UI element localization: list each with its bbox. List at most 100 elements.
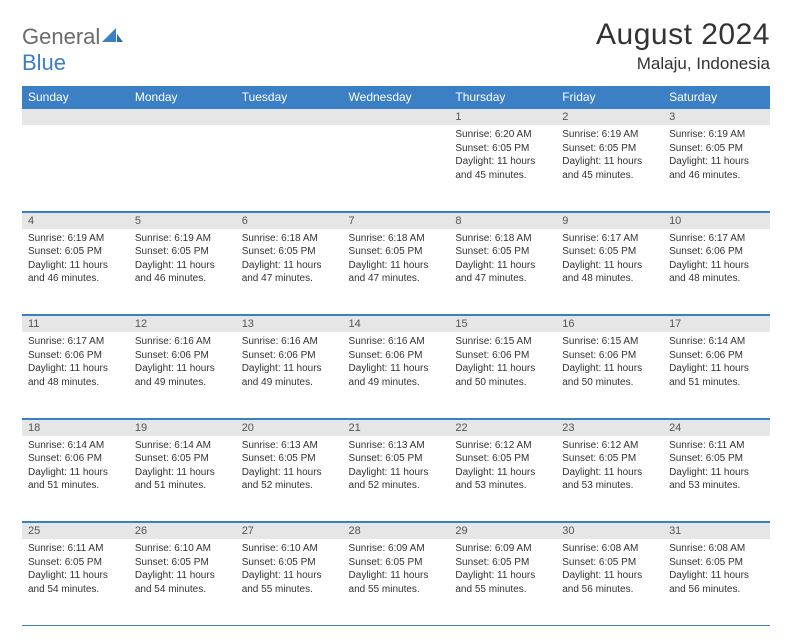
daylight-text: Daylight: 11 hours and 55 minutes.: [349, 569, 444, 596]
sunset-text: Sunset: 6:05 PM: [242, 245, 337, 259]
day-cell: Sunrise: 6:18 AMSunset: 6:05 PMDaylight:…: [449, 229, 556, 290]
daylight-text: Daylight: 11 hours and 47 minutes.: [242, 259, 337, 286]
daylight-text: Daylight: 11 hours and 45 minutes.: [455, 155, 550, 182]
sunrise-text: Sunrise: 6:14 AM: [135, 439, 230, 453]
sunset-text: Sunset: 6:05 PM: [669, 452, 764, 466]
sunset-text: Sunset: 6:06 PM: [669, 245, 764, 259]
sunset-text: Sunset: 6:06 PM: [28, 349, 123, 363]
logo-sail-icon: [102, 24, 124, 50]
sunrise-text: Sunrise: 6:19 AM: [28, 232, 123, 246]
day-cell: Sunrise: 6:13 AMSunset: 6:05 PMDaylight:…: [343, 436, 450, 497]
day-cell: Sunrise: 6:12 AMSunset: 6:05 PMDaylight:…: [449, 436, 556, 497]
logo-text: GeneralBlue: [22, 24, 124, 76]
sunrise-text: Sunrise: 6:17 AM: [28, 335, 123, 349]
sunrise-text: Sunrise: 6:11 AM: [669, 439, 764, 453]
daynum-row: 25262728293031: [22, 522, 770, 540]
day-cell: Sunrise: 6:16 AMSunset: 6:06 PMDaylight:…: [129, 332, 236, 393]
day-cell: Sunrise: 6:19 AMSunset: 6:05 PMDaylight:…: [663, 125, 770, 186]
day-number: 14: [343, 315, 450, 332]
sunrise-text: Sunrise: 6:16 AM: [135, 335, 230, 349]
day-number: 29: [449, 522, 556, 539]
daylight-text: Daylight: 11 hours and 50 minutes.: [562, 362, 657, 389]
day-cell: [236, 125, 343, 132]
daylight-text: Daylight: 11 hours and 48 minutes.: [562, 259, 657, 286]
dh-sun: Sunday: [22, 86, 129, 108]
sunrise-text: Sunrise: 6:17 AM: [562, 232, 657, 246]
day-number: 5: [129, 212, 236, 229]
sunset-text: Sunset: 6:06 PM: [349, 349, 444, 363]
day-number: 4: [22, 212, 129, 229]
day-cell: Sunrise: 6:19 AMSunset: 6:05 PMDaylight:…: [22, 229, 129, 290]
day-number: 21: [343, 419, 450, 436]
day-cell: Sunrise: 6:17 AMSunset: 6:05 PMDaylight:…: [556, 229, 663, 290]
sunset-text: Sunset: 6:05 PM: [28, 556, 123, 570]
day-cell: Sunrise: 6:16 AMSunset: 6:06 PMDaylight:…: [236, 332, 343, 393]
day-cell: Sunrise: 6:16 AMSunset: 6:06 PMDaylight:…: [343, 332, 450, 393]
day-cell: Sunrise: 6:11 AMSunset: 6:05 PMDaylight:…: [663, 436, 770, 497]
day-cell: Sunrise: 6:14 AMSunset: 6:06 PMDaylight:…: [663, 332, 770, 393]
sunrise-text: Sunrise: 6:12 AM: [562, 439, 657, 453]
title-block: August 2024 Malaju, Indonesia: [596, 18, 770, 74]
sunrise-text: Sunrise: 6:08 AM: [562, 542, 657, 556]
sunset-text: Sunset: 6:05 PM: [562, 245, 657, 259]
day-number: 13: [236, 315, 343, 332]
day-number: 22: [449, 419, 556, 436]
sunset-text: Sunset: 6:06 PM: [455, 349, 550, 363]
day-number: 26: [129, 522, 236, 539]
day-number: 17: [663, 315, 770, 332]
daylight-text: Daylight: 11 hours and 56 minutes.: [562, 569, 657, 596]
day-number: 15: [449, 315, 556, 332]
sunrise-text: Sunrise: 6:11 AM: [28, 542, 123, 556]
daylight-text: Daylight: 11 hours and 46 minutes.: [28, 259, 123, 286]
daylight-text: Daylight: 11 hours and 51 minutes.: [669, 362, 764, 389]
day-cell: Sunrise: 6:10 AMSunset: 6:05 PMDaylight:…: [129, 539, 236, 600]
daylight-text: Daylight: 11 hours and 54 minutes.: [135, 569, 230, 596]
sunset-text: Sunset: 6:05 PM: [349, 556, 444, 570]
day-cell: Sunrise: 6:15 AMSunset: 6:06 PMDaylight:…: [556, 332, 663, 393]
day-number: 25: [22, 522, 129, 539]
daynum-row: 45678910: [22, 211, 770, 229]
dh-fri: Friday: [556, 86, 663, 108]
sunrise-text: Sunrise: 6:19 AM: [135, 232, 230, 246]
sunrise-text: Sunrise: 6:19 AM: [669, 128, 764, 142]
day-number: [129, 108, 236, 125]
logo-name1: General: [22, 24, 100, 49]
sunrise-text: Sunrise: 6:19 AM: [562, 128, 657, 142]
calendar-table: Sunday Monday Tuesday Wednesday Thursday…: [22, 86, 770, 626]
sunrise-text: Sunrise: 6:20 AM: [455, 128, 550, 142]
sunrise-text: Sunrise: 6:13 AM: [242, 439, 337, 453]
sunset-text: Sunset: 6:06 PM: [669, 349, 764, 363]
day-cell: Sunrise: 6:17 AMSunset: 6:06 PMDaylight:…: [22, 332, 129, 393]
page-title: August 2024: [596, 18, 770, 52]
sunset-text: Sunset: 6:05 PM: [242, 556, 337, 570]
daylight-text: Daylight: 11 hours and 48 minutes.: [669, 259, 764, 286]
day-cell: Sunrise: 6:12 AMSunset: 6:05 PMDaylight:…: [556, 436, 663, 497]
sunset-text: Sunset: 6:05 PM: [349, 452, 444, 466]
day-cell: Sunrise: 6:19 AMSunset: 6:05 PMDaylight:…: [129, 229, 236, 290]
day-number: 8: [449, 212, 556, 229]
day-cell: Sunrise: 6:14 AMSunset: 6:05 PMDaylight:…: [129, 436, 236, 497]
day-number: 28: [343, 522, 450, 539]
dh-wed: Wednesday: [343, 86, 450, 108]
day-number: 30: [556, 522, 663, 539]
day-number: 23: [556, 419, 663, 436]
sunset-text: Sunset: 6:05 PM: [455, 142, 550, 156]
sunrise-text: Sunrise: 6:16 AM: [349, 335, 444, 349]
sunrise-text: Sunrise: 6:15 AM: [562, 335, 657, 349]
location: Malaju, Indonesia: [596, 54, 770, 74]
week-row: Sunrise: 6:11 AMSunset: 6:05 PMDaylight:…: [22, 539, 770, 625]
daylight-text: Daylight: 11 hours and 47 minutes.: [455, 259, 550, 286]
day-number: 11: [22, 315, 129, 332]
sunrise-text: Sunrise: 6:14 AM: [669, 335, 764, 349]
daylight-text: Daylight: 11 hours and 46 minutes.: [135, 259, 230, 286]
daylight-text: Daylight: 11 hours and 52 minutes.: [242, 466, 337, 493]
day-number: 7: [343, 212, 450, 229]
sunset-text: Sunset: 6:05 PM: [242, 452, 337, 466]
dh-tue: Tuesday: [236, 86, 343, 108]
logo: GeneralBlue: [22, 24, 124, 76]
daylight-text: Daylight: 11 hours and 56 minutes.: [669, 569, 764, 596]
day-cell: Sunrise: 6:15 AMSunset: 6:06 PMDaylight:…: [449, 332, 556, 393]
daylight-text: Daylight: 11 hours and 53 minutes.: [562, 466, 657, 493]
day-number: 20: [236, 419, 343, 436]
daylight-text: Daylight: 11 hours and 45 minutes.: [562, 155, 657, 182]
